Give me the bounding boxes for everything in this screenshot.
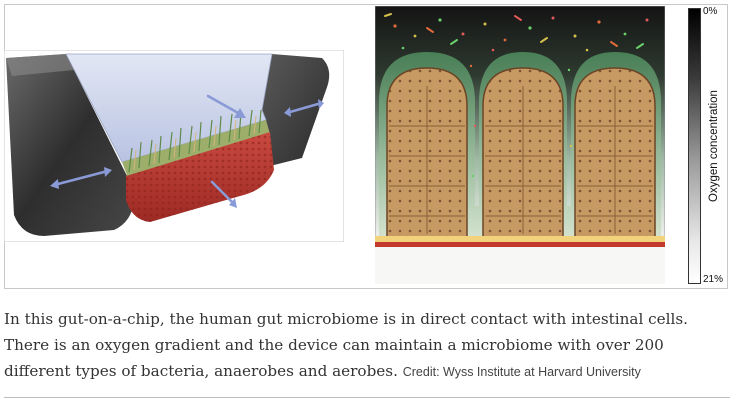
villus-cell-lines xyxy=(389,86,653,234)
arrow-heads xyxy=(50,99,324,208)
vacuum-chamber-left xyxy=(6,54,135,236)
base-membrane xyxy=(375,236,665,242)
figure-caption: In this gut-on-a-chip, the human gut mic… xyxy=(4,306,730,385)
villi-microbiome-illustration xyxy=(375,6,665,284)
flow-arrows xyxy=(56,94,320,204)
oxygen-scale: 0% 21% Oxygen concentration xyxy=(683,6,728,288)
endothelial-layer xyxy=(375,242,665,247)
scale-title-text: Oxygen concentration xyxy=(708,90,720,202)
chip-device-diagram xyxy=(4,50,344,242)
rod-bacteria xyxy=(384,13,644,49)
caption-credit: Credit: Wyss Institute at Harvard Univer… xyxy=(402,365,641,379)
top-channel xyxy=(65,53,273,163)
caption-divider xyxy=(4,397,730,398)
scale-bottom-label: 21% xyxy=(703,274,724,285)
scale-top-label: 0% xyxy=(703,6,718,17)
bacteria xyxy=(393,16,649,178)
caption-text: In this gut-on-a-chip, the human gut mic… xyxy=(4,310,688,380)
oxygen-gradient-bar xyxy=(688,8,701,284)
villi-layer xyxy=(122,109,270,178)
